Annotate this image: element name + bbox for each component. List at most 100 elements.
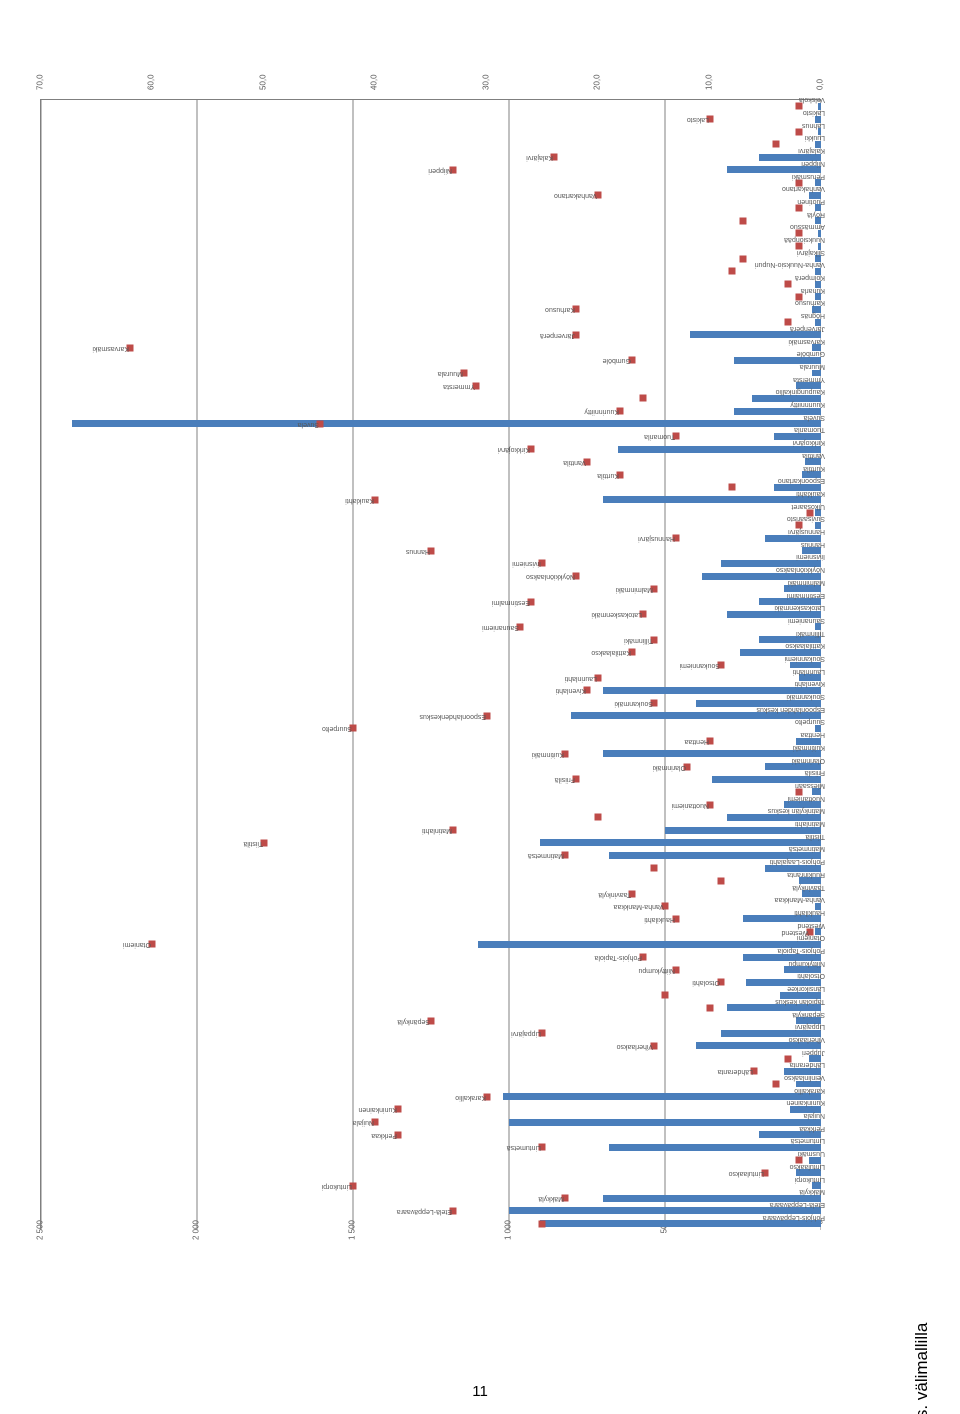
data-label: Otaniemi [123, 941, 151, 948]
data-label: Vanttila [563, 459, 586, 466]
marker [740, 217, 747, 224]
x-label: Eestinmalmi [787, 592, 825, 599]
y-right-tick: 30,0 [481, 74, 490, 90]
x-label: Karvasmäki [788, 338, 825, 345]
data-label: Nöykkiönlaakso [526, 573, 575, 580]
x-label: Niittykumpu [788, 960, 825, 967]
data-label: Suurpelto [322, 725, 352, 732]
data-label: Karhusuo [545, 307, 575, 314]
y-right-tick: 50,0 [258, 74, 267, 90]
x-label: Latokaskenmäki [774, 604, 825, 611]
data-label: Tillinmäki [624, 637, 653, 644]
data-label: Soukanniemi [679, 662, 719, 669]
x-label: Lippajärvi [795, 1023, 825, 1030]
x-label: Siikajärvi [797, 249, 825, 256]
x-label: Luukki [805, 134, 825, 141]
x-label: Mäkkylä [799, 1188, 825, 1195]
marker [795, 103, 802, 110]
x-label: Suvela [804, 414, 825, 421]
data-label: Suvela [297, 421, 318, 428]
data-label: Kuurinniitty [585, 408, 620, 415]
figure-caption: Kuva 8. Valtion tukemien vuokra-asuntoje… [912, 1274, 952, 1414]
x-label: Matinmetsä [789, 845, 825, 852]
x-label: Kalajärvi [798, 147, 825, 154]
marker [773, 141, 780, 148]
data-label: Matinmetsä [528, 852, 564, 859]
data-label: Viherlaakso [616, 1043, 652, 1050]
data-label: Matinlahti [422, 827, 452, 834]
y-right-tick: 60,0 [147, 74, 156, 90]
bar [509, 1119, 821, 1126]
marker [662, 992, 669, 999]
x-label: Gumböle [797, 350, 825, 357]
x-label: Ammässuo [790, 223, 825, 230]
y-right-tick: 20,0 [593, 74, 602, 90]
data-label: Karvasmäki [93, 345, 130, 352]
x-label: Veinlinlaakso [784, 1074, 825, 1081]
x-label: Järvenperä [790, 325, 825, 332]
data-label: Kattilalaakso [591, 649, 631, 656]
data-label: Mäkkylä [538, 1195, 564, 1202]
data-label: Kurttila [598, 472, 620, 479]
x-label: Soukanniemi [785, 655, 825, 662]
x-label: Kuurinniitty [790, 401, 825, 408]
x-label: Puotinen [797, 198, 825, 205]
x-label: Kunarla [801, 287, 825, 294]
x-label: Lintumetsä [791, 1137, 825, 1144]
plot-area: Etelä-LeppävaaraMäkkyläLintukorpiLintula… [40, 99, 821, 1230]
marker [773, 1081, 780, 1088]
x-label: Lahnus [802, 122, 825, 129]
x-label: Espoonkartano [778, 477, 825, 484]
x-label: Kirkkojärvi [793, 439, 825, 446]
data-label: Kuitinmäki [531, 751, 563, 758]
x-label: Sepänkylä [792, 1011, 825, 1018]
data-label: Pohjois-Tapiola [594, 954, 641, 961]
bar [72, 420, 821, 427]
x-label: Ulkosaaret [792, 503, 825, 510]
marker [784, 281, 791, 288]
data-label: Perkkaa [371, 1132, 397, 1139]
data-label: Eestinmalmi [492, 599, 530, 606]
x-label: Vanha-Nuuksio-Nupuri [755, 261, 825, 268]
x-label: Friisilä [805, 769, 825, 776]
marker [539, 1220, 546, 1227]
data-label: Ymmersta [443, 383, 475, 390]
x-label: Olarinmäki [792, 757, 825, 764]
data-label: Tiistilä [243, 840, 263, 847]
x-label: Tiistilä [805, 833, 825, 840]
bar [478, 941, 821, 948]
x-label: Karakallio [794, 1087, 825, 1094]
x-label: Pohjois-Tapiola [778, 947, 825, 954]
marker [717, 877, 724, 884]
bar [540, 839, 821, 846]
data-label: Olarinmäki [653, 764, 686, 771]
marker [728, 268, 735, 275]
x-label: Otsolahti [797, 972, 825, 979]
data-label: Vanhakartano [554, 192, 597, 199]
x-label: Suurpelto [795, 718, 825, 725]
x-label: Haukilahti [794, 909, 825, 916]
x-label: Länsikorkee [787, 985, 825, 992]
data-label: Espoonlahdenkeskus [419, 713, 486, 720]
x-label: Jupperi [802, 1049, 825, 1056]
x-label: Malminmäki [788, 579, 825, 586]
page-root: 05001 0001 5002 0002 500 Etelä-Leppävaar… [0, 0, 960, 1414]
x-label: Westend [798, 922, 826, 929]
x-label: Vanha-Mankkaa [775, 896, 825, 903]
x-label: Lintukorpi [795, 1176, 825, 1183]
data-label: Niipperi [429, 167, 453, 174]
x-label: Kivenlahti [795, 680, 825, 687]
x-label: Perkkaa [799, 1125, 825, 1132]
marker [639, 395, 646, 402]
chart-container: 05001 0001 5002 0002 500 Etelä-Leppävaar… [40, 80, 920, 1280]
x-label: Kuitinmäki [793, 744, 825, 751]
data-label: Sepänkylä [397, 1018, 430, 1025]
x-label: Taavinkylä [792, 884, 825, 891]
data-label: Laurinlahti [565, 675, 597, 682]
bar [609, 1144, 821, 1151]
y-right-tick: 40,0 [370, 74, 379, 90]
x-label: Vanttila [802, 452, 825, 459]
x-label: Muurala [800, 363, 825, 370]
y-right-tick: 10,0 [704, 74, 713, 90]
x-label: Henttaa [800, 731, 825, 738]
